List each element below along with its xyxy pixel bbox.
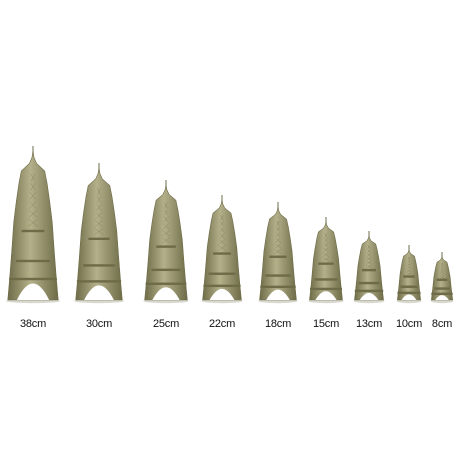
- eiffel-tower-10cm: [396, 245, 422, 304]
- size-label: 22cm: [208, 318, 236, 330]
- eiffel-tower-8cm: [430, 252, 454, 304]
- eiffel-tower-15cm: [308, 217, 344, 304]
- size-label: 38cm: [19, 318, 47, 330]
- size-label: 15cm: [312, 318, 340, 330]
- eiffel-tower-18cm: [258, 202, 298, 304]
- size-label: 10cm: [395, 318, 423, 330]
- eiffel-tower-38cm: [5, 146, 61, 304]
- size-label: 25cm: [152, 318, 180, 330]
- eiffel-tower-13cm: [353, 231, 385, 304]
- size-label: 18cm: [264, 318, 292, 330]
- eiffel-tower-25cm: [143, 180, 189, 304]
- size-label: 8cm: [431, 318, 453, 330]
- eiffel-tower-22cm: [201, 195, 243, 304]
- eiffel-tower-30cm: [74, 163, 124, 304]
- size-label: 13cm: [355, 318, 383, 330]
- size-label: 30cm: [85, 318, 113, 330]
